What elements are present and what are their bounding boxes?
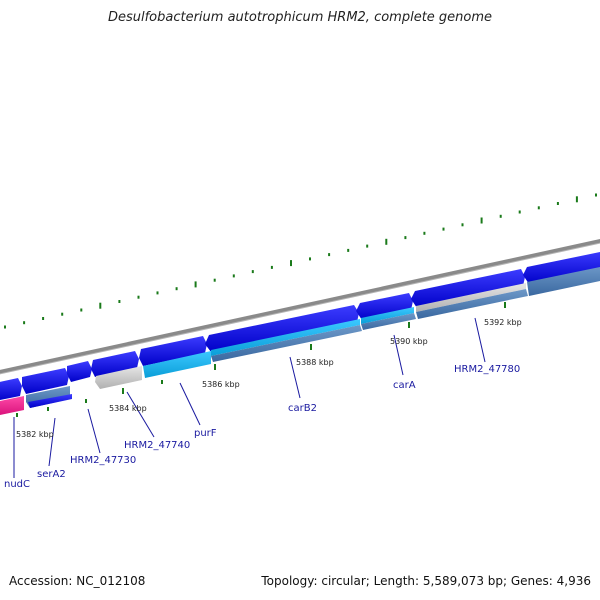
gene-reverse-carB2[interactable] <box>211 325 362 362</box>
map-title: Desulfobacterium autotrophicum HRM2, com… <box>107 10 493 25</box>
forward-strand-genes <box>0 251 600 401</box>
gene-pseudo-HRM2_47780[interactable] <box>416 283 526 312</box>
gene-reverse[interactable] <box>527 266 600 296</box>
gene-forward[interactable] <box>205 305 359 352</box>
tick-label-5382: 5382 kbp <box>16 430 54 439</box>
gene-forward[interactable] <box>91 351 139 377</box>
gene-label-carB2[interactable]: carB2 <box>288 403 317 414</box>
gene-forward[interactable] <box>523 251 600 284</box>
tick-label-5392: 5392 kbp <box>484 318 522 327</box>
genome-backbone-highlight <box>0 242 600 375</box>
gene-forward[interactable] <box>411 269 525 308</box>
gene-leader-lines <box>13 317 486 478</box>
gene-pink[interactable] <box>0 396 24 416</box>
gene-highlight-purF[interactable] <box>143 351 211 378</box>
gene-highlight-carA[interactable] <box>361 307 414 324</box>
gene-highlight-carB2[interactable] <box>211 319 360 356</box>
gene-label-purF[interactable]: purF <box>194 428 217 439</box>
tick-label-5386: 5386 kbp <box>202 380 240 389</box>
gene-label-HRM2_47730[interactable]: HRM2_47730 <box>70 455 136 466</box>
gc-content-ticks <box>4 193 597 329</box>
gene-forward[interactable] <box>22 368 69 394</box>
gene-reverse[interactable] <box>28 394 72 408</box>
accession-text: Accession: NC_012108 <box>9 574 146 588</box>
gene-label-nudC[interactable]: nudC <box>4 479 30 490</box>
reverse-strand-genes <box>0 266 600 416</box>
tick-label-5384: 5384 kbp <box>109 404 147 413</box>
scale-ticks <box>16 302 506 417</box>
gene-reverse-carA[interactable] <box>361 313 416 330</box>
genome-backbone <box>0 239 600 374</box>
gene-label-carA[interactable]: carA <box>393 380 416 391</box>
gene-label-HRM2_47780[interactable]: HRM2_47780 <box>454 364 520 375</box>
tick-label-5388: 5388 kbp <box>296 358 334 367</box>
gene-forward[interactable] <box>0 378 22 401</box>
gene-forward[interactable] <box>356 293 413 320</box>
genome-summary-text: Topology: circular; Length: 5,589,073 bp… <box>261 574 591 588</box>
gene-pseudo[interactable] <box>95 366 142 389</box>
gene-label-HRM2_47740[interactable]: HRM2_47740 <box>124 440 190 451</box>
gene-label-serA2[interactable]: serA2 <box>37 469 66 480</box>
gene-reverse-HRM2_47780[interactable] <box>416 289 528 319</box>
gene-forward[interactable] <box>139 336 207 366</box>
tick-label-5390: 5390 kbp <box>390 337 428 346</box>
gene-forward[interactable] <box>67 361 92 382</box>
